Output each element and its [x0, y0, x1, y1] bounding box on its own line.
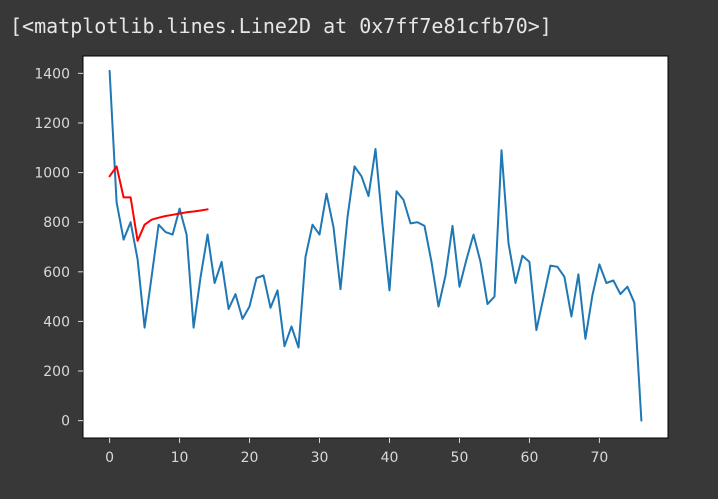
- x-tick-label: 0: [105, 450, 114, 466]
- y-tick-label: 400: [43, 314, 70, 330]
- y-tick-label: 0: [61, 414, 70, 430]
- x-tick-label: 70: [591, 450, 609, 466]
- y-tick-label: 1000: [34, 166, 70, 182]
- y-tick-label: 600: [43, 265, 70, 281]
- y-tick-label: 200: [43, 364, 70, 380]
- y-tick-label: 800: [43, 215, 70, 231]
- x-tick-label: 30: [311, 450, 329, 466]
- x-tick-label: 60: [521, 450, 539, 466]
- x-tick-label: 10: [171, 450, 189, 466]
- x-tick-label: 40: [381, 450, 399, 466]
- series-line-main: [108, 69, 643, 422]
- y-tick-label: 1200: [34, 116, 70, 132]
- y-tick-label: 1400: [34, 66, 70, 82]
- plot-area: [82, 55, 669, 439]
- cell-output-text: [<matplotlib.lines.Line2D at 0x7ff7e81cf…: [10, 14, 552, 38]
- series-line-overlay: [108, 165, 209, 242]
- x-tick-label: 20: [241, 450, 259, 466]
- x-tick-label: 50: [451, 450, 469, 466]
